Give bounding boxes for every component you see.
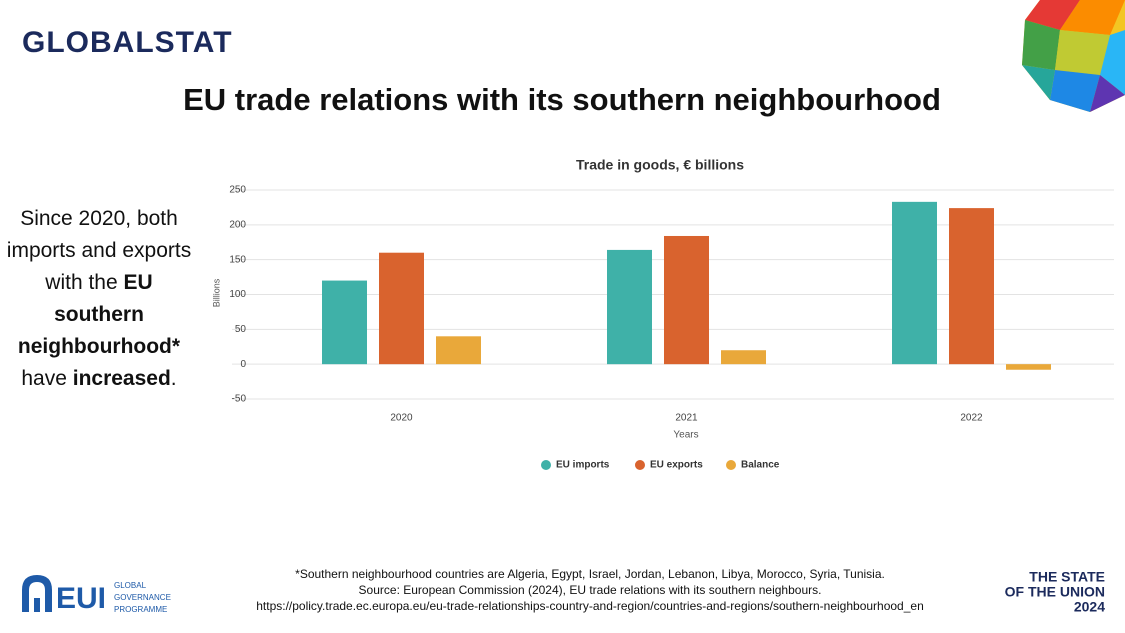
legend-marker [635, 460, 645, 470]
y-tick-label: 250 [229, 185, 246, 196]
x-tick-label: 2021 [675, 413, 698, 424]
bar [322, 280, 367, 365]
source-url: https://policy.trade.ec.europa.eu/eu-tra… [256, 599, 924, 613]
bar [607, 249, 652, 365]
side-text-part: increased [72, 367, 171, 390]
y-tick-label: -50 [232, 394, 247, 405]
y-tick-label: 0 [240, 359, 246, 370]
slide-title: EU trade relations with its southern nei… [183, 82, 941, 117]
legend-label: Balance [741, 460, 780, 471]
side-text-part: EU southern neighbourhood* [17, 271, 181, 358]
bar [436, 336, 481, 365]
x-tick-label: 2020 [390, 413, 413, 424]
side-text-part: have [21, 367, 73, 390]
y-tick-label: 150 [229, 254, 246, 265]
eui-programme: PROGRAMME [114, 605, 167, 614]
bar [721, 350, 766, 365]
legend-marker [726, 460, 736, 470]
brand-logo: GLOBALSTAT [22, 26, 233, 59]
legend-label: EU imports [556, 460, 610, 471]
side-text-part: Since 2020, both imports and exports wit… [6, 207, 192, 294]
source: Source: European Commission (2024), EU t… [359, 583, 822, 597]
bar [949, 208, 994, 365]
legend-marker [541, 460, 551, 470]
bar [379, 252, 424, 365]
side-text: Since 2020, both imports and exports wit… [4, 203, 194, 395]
chart-title: Trade in goods, € billions [576, 157, 744, 173]
x-tick-label: 2022 [960, 413, 983, 424]
eui-logo [22, 575, 52, 612]
footnote: *Southern neighbourhood countries are Al… [295, 567, 885, 581]
eui-programme: GOVERNANCE [114, 593, 171, 602]
y-axis-label: Billions [211, 278, 221, 307]
bar [664, 235, 709, 365]
legend-label: EU exports [650, 460, 703, 471]
bar [892, 201, 937, 365]
eui-programme: GLOBAL [114, 581, 147, 590]
x-axis-label: Years [673, 430, 698, 441]
brand-text: 2024 [1074, 599, 1105, 615]
y-tick-label: 50 [235, 324, 247, 335]
y-tick-label: 200 [229, 219, 246, 230]
brand-text: THE STATE [1029, 569, 1105, 585]
eui-logo-text: EUI [56, 582, 106, 615]
side-text-part: . [170, 367, 177, 390]
bar [1006, 364, 1051, 370]
y-tick-label: 100 [229, 289, 246, 300]
brand-text: OF THE UNION [1005, 584, 1105, 600]
globe-logo [1022, 0, 1125, 112]
